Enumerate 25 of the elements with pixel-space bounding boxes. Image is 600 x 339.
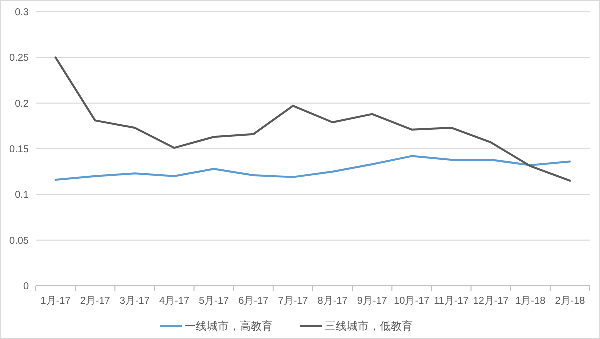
x-tick-label: 10月-17 <box>394 296 430 307</box>
x-tick-label: 3月-17 <box>120 296 150 307</box>
x-tick-label: 9月-17 <box>357 296 388 307</box>
y-tick-label: 0 <box>23 282 30 292</box>
x-tick-label: 1月-17 <box>40 296 72 307</box>
line-series <box>54 155 572 182</box>
y-tick-label: 0.25 <box>10 53 30 64</box>
legend-label: 一线城市，高教育 <box>185 320 273 333</box>
x-tick-label: 2月-18 <box>555 296 586 307</box>
x-tick-label: 5月-17 <box>199 296 230 307</box>
y-tick-label: 0.1 <box>15 190 30 202</box>
y-tick-label: 0.15 <box>10 144 30 156</box>
x-tick-label: 7月-17 <box>278 296 309 307</box>
x-tick-label: 8月-17 <box>318 296 348 307</box>
x-tick-label: 12月-17 <box>473 296 510 307</box>
y-tick-label: 0.05 <box>10 236 30 247</box>
x-tick-label: 11月-17 <box>434 296 470 307</box>
y-tick-label: 0.3 <box>15 8 30 18</box>
x-tick-label: 1月-18 <box>516 296 546 307</box>
x-tick-label: 6月-17 <box>238 296 270 307</box>
y-tick-label: 0.2 <box>15 98 30 110</box>
line-series <box>54 56 572 182</box>
legend-label: 三线城市，低教育 <box>325 320 413 333</box>
x-tick-label: 2月-17 <box>80 296 111 307</box>
x-tick-label: 4月-17 <box>159 296 190 307</box>
